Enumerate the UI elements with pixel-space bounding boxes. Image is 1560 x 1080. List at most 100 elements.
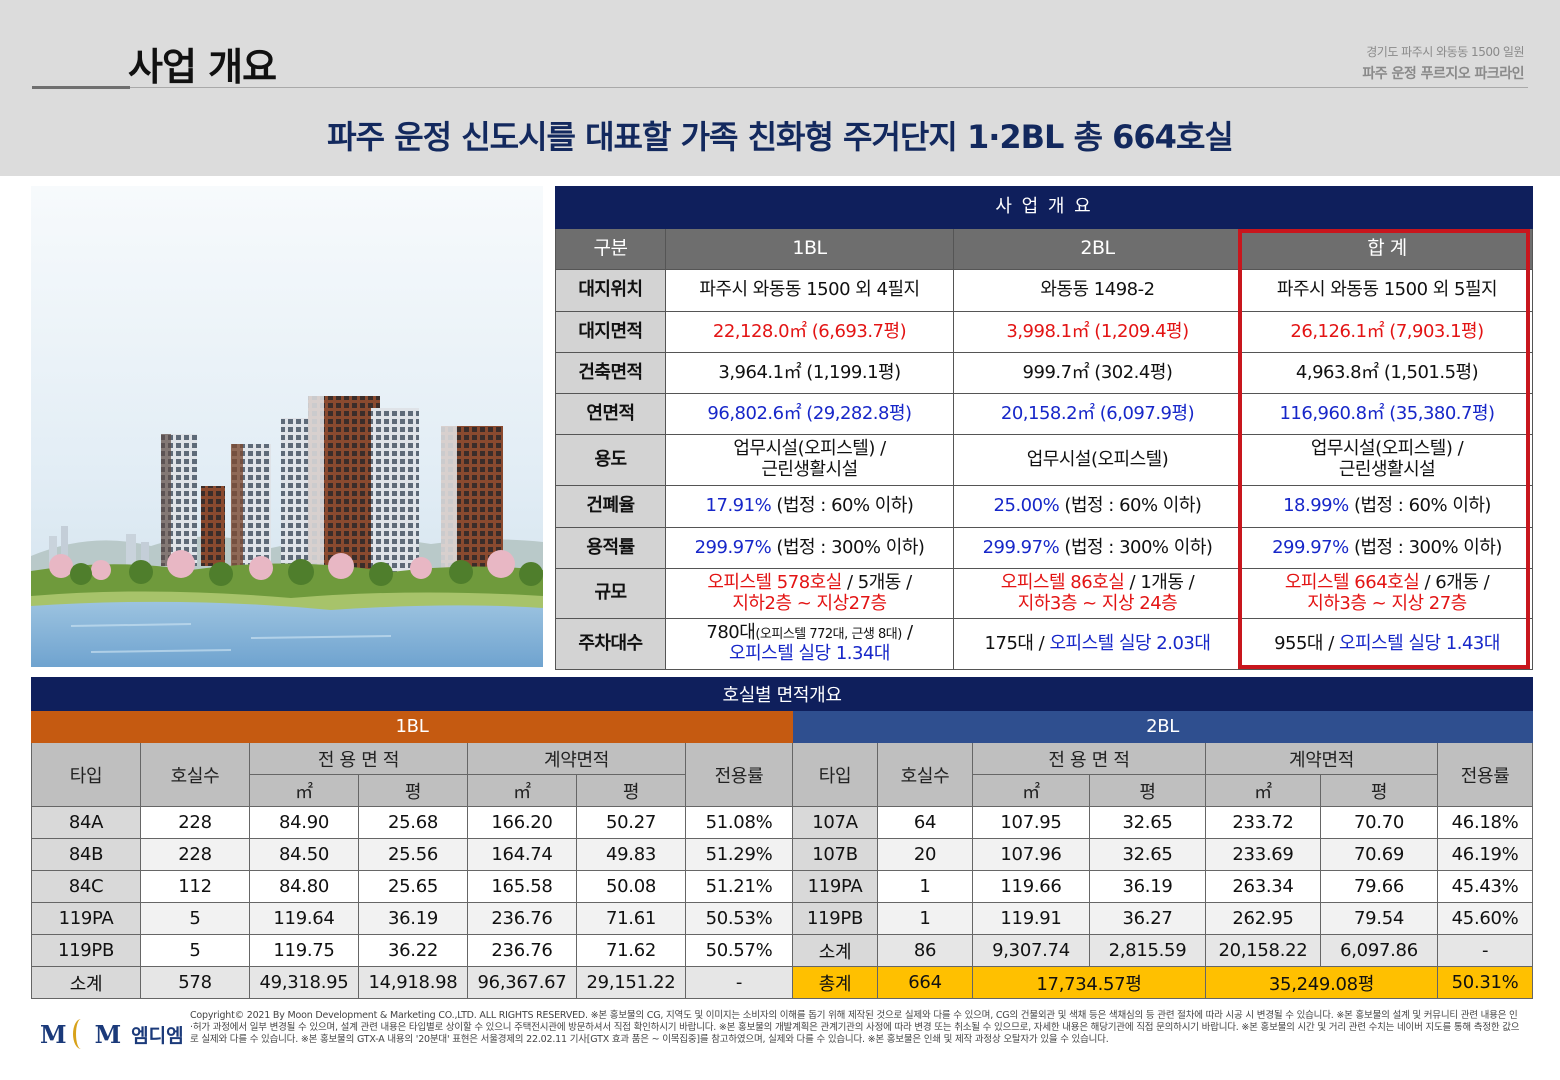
scale-buildings: / 1개동 /	[1129, 571, 1195, 593]
parking-ratio: 오피스텔 실당 1.34대	[729, 643, 890, 664]
row-label: 연면적	[555, 393, 666, 435]
value-2bl: 오피스텔 86호실 / 1개동 / 지하3층 ~ 지상 24층	[953, 568, 1242, 619]
value-1bl: 22,128.0㎡ (6,693.7평)	[665, 311, 954, 353]
cell: 84A	[31, 806, 141, 839]
parking-ratio: 오피스텔 실당 1.43대	[1339, 632, 1500, 654]
logo-letter-left: M	[40, 1019, 67, 1049]
cell: 119.66	[972, 870, 1090, 903]
value-total: 업무시설(오피스텔) / 근린생활시설	[1240, 434, 1534, 486]
value-total: 26,126.1㎡ (7,903.1평)	[1240, 311, 1534, 353]
value-1bl: 3,964.1㎡ (1,199.1평)	[665, 352, 954, 394]
overview-row-site-area: 대지면적 22,128.0㎡ (6,693.7평) 3,998.1㎡ (1,20…	[555, 311, 1534, 353]
cell: 119PA	[31, 902, 141, 935]
title-underline-dark	[32, 86, 130, 89]
logo-text: 엠디엠	[131, 1024, 184, 1047]
value-total: 299.97% (법정 : 300% 이하)	[1240, 527, 1534, 569]
scale-units: 오피스텔 578호실	[707, 571, 842, 593]
overview-row-use: 용도 업무시설(오피스텔) / 근린생활시설 업무시설(오피스텔) 업무시설(오…	[555, 434, 1534, 486]
use-line-1: 업무시설(오피스텔) /	[733, 438, 886, 460]
cell: 1	[877, 870, 973, 903]
title-underline-light	[130, 87, 1528, 88]
cell: 236.76	[467, 902, 577, 935]
value-2bl: 175대 / 오피스텔 실당 2.03대	[953, 618, 1242, 670]
cell: 119PB	[792, 902, 878, 935]
cell: 119.64	[249, 902, 359, 935]
cell: 36.27	[1089, 902, 1206, 935]
legal-limit: (법정 : 60% 이하)	[1064, 495, 1202, 517]
cell: 25.68	[358, 806, 468, 839]
cell: 51.21%	[685, 870, 793, 903]
cell: -	[1436, 934, 1534, 967]
use-line-1: 업무시설(오피스텔) /	[1310, 438, 1464, 460]
cell: 107.95	[972, 806, 1090, 839]
row-label: 대지위치	[555, 269, 666, 312]
header-pyeong: 평	[358, 774, 468, 807]
value-1bl: 업무시설(오피스텔) / 근린생활시설	[665, 434, 954, 486]
scale-buildings: / 5개동 /	[847, 571, 912, 593]
page-title: 사업 개요	[128, 45, 277, 89]
cell: 46.19%	[1436, 838, 1534, 871]
logo-arc-icon	[72, 1019, 89, 1049]
parking-count: 175대 /	[984, 632, 1045, 654]
value-1bl: 파주시 와동동 1500 외 4필지	[665, 269, 954, 312]
cell: 119PB	[31, 934, 141, 967]
value-2bl: 와동동 1498-2	[953, 269, 1242, 312]
cell: 70.70	[1320, 806, 1438, 839]
cell: 84.90	[249, 806, 359, 839]
header-pyeong: 평	[1320, 774, 1438, 807]
grand-total-count: 664	[877, 966, 973, 999]
cell: 소계	[31, 966, 141, 999]
cell: 50.08	[576, 870, 686, 903]
cell: 119PA	[792, 870, 878, 903]
cell: 45.60%	[1436, 902, 1534, 935]
header-band: 사업 개요 경기도 파주시 와동동 1500 일원 파주 운정 푸르지오 파크라…	[0, 0, 1560, 176]
cell: 51.29%	[685, 838, 793, 871]
unit-area-table: 호실별 면적개요 1BL 2BL 타입 호실수 전 용 면 적 계약면적 전용률…	[30, 677, 1534, 999]
header-pyeong: 평	[576, 774, 686, 807]
scale-units: 오피스텔 664호실	[1284, 571, 1420, 593]
value-1bl: 96,802.6㎡ (29,282.8평)	[665, 393, 954, 435]
cell: 119.91	[972, 902, 1090, 935]
legal-limit: (법정 : 60% 이하)	[776, 495, 914, 517]
cell: 36.19	[358, 902, 468, 935]
cell: 166.20	[467, 806, 577, 839]
cell: 20	[877, 838, 973, 871]
cell: 236.76	[467, 934, 577, 967]
header-count: 호실수	[140, 742, 250, 807]
header-pyeong: 평	[1089, 774, 1206, 807]
table-row: 84A 228 84.90 25.68 166.20 50.27 51.08% 107A 64…	[31, 806, 1534, 839]
cell: 51.08%	[685, 806, 793, 839]
cell: 32.65	[1089, 806, 1206, 839]
value-1bl: 오피스텔 578호실 / 5개동 / 지하2층 ~ 지상27층	[665, 568, 954, 619]
value-total: 116,960.8㎡ (35,380.7평)	[1240, 393, 1534, 435]
cell: 263.34	[1205, 870, 1321, 903]
parking-ratio: 오피스텔 실당 2.03대	[1049, 632, 1211, 654]
cell: 14,918.98	[358, 966, 468, 999]
cell: 228	[140, 806, 250, 839]
header-sqm: ㎡	[467, 774, 577, 807]
row-label: 대지면적	[555, 311, 666, 353]
overview-header-1bl: 1BL	[665, 228, 954, 270]
row-label: 규모	[555, 568, 666, 619]
logo-letter-right: M	[94, 1019, 122, 1049]
headline: 파주 운정 신도시를 대표할 가족 친화형 주거단지 1·2BL 총 664호실	[327, 118, 1234, 156]
cell: 6,097.86	[1320, 934, 1438, 967]
legal-limit: (법정 : 300% 이하)	[1064, 536, 1213, 558]
unit-table-title: 호실별 면적개요	[30, 677, 1534, 711]
cell: 119.75	[249, 934, 359, 967]
cell: 233.72	[1205, 806, 1321, 839]
far-value: 299.97%	[694, 536, 772, 558]
cell: 49,318.95	[249, 966, 359, 999]
row-label: 건폐율	[555, 485, 666, 528]
unit-area-section: 호실별 면적개요 1BL 2BL 타입 호실수 전 용 면 적 계약면적 전용률…	[30, 677, 1534, 999]
location-name: 파주 운정 푸르지오 파크라인	[1362, 66, 1524, 82]
far-value: 299.97%	[982, 536, 1060, 558]
header-sqm: ㎡	[249, 774, 359, 807]
value-1bl: 299.97% (법정 : 300% 이하)	[665, 527, 954, 569]
header-contract-area: 계약면적	[467, 742, 686, 775]
cell: 5	[140, 902, 250, 935]
cell: 79.66	[1320, 870, 1438, 903]
use-line-2: 근린생활시설	[1338, 459, 1436, 480]
cell: 29,151.22	[576, 966, 686, 999]
value-total: 18.99% (법정 : 60% 이하)	[1240, 485, 1534, 528]
